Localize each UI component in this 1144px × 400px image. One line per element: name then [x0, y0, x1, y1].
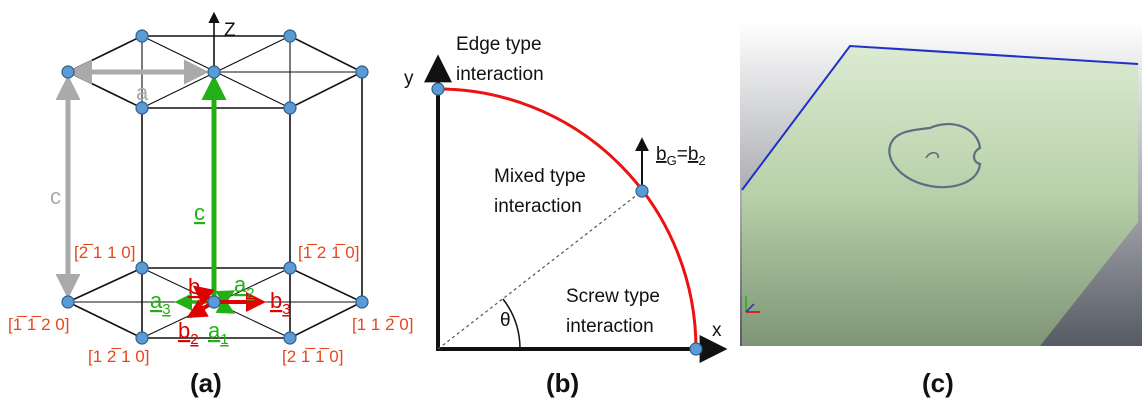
direction-label-upper-right: [1̅ 2 1̅ 0]: [298, 243, 359, 262]
direction-label-upper-left: [2̅ 1 1 0]: [74, 243, 135, 262]
vector-b2-label: b2: [178, 318, 199, 348]
vector-c-label: c: [194, 200, 205, 225]
atom-node: [135, 101, 149, 115]
vector-b1-label: b1: [188, 274, 209, 304]
atom-node: [207, 295, 221, 309]
screw-type-label-line1: Screw type: [566, 286, 660, 307]
edge-type-label-line2: interaction: [456, 64, 544, 85]
mixed-type-node: [635, 184, 649, 198]
edge-type-label-line1: Edge type: [456, 34, 542, 55]
atom-node: [135, 29, 149, 43]
panel-b-interaction: y x θ bG=b2 Edge type interaction Mixed …: [404, 34, 728, 398]
panel-a-caption: (a): [190, 368, 222, 398]
atom-nodes: [61, 29, 369, 345]
interaction-arc: [437, 87, 698, 350]
atom-node: [283, 29, 297, 43]
panel-c-simulation-render: (c): [740, 22, 1142, 398]
mixed-type-label-line1: Mixed type: [494, 166, 586, 187]
mixed-type-label-line2: interaction: [494, 196, 582, 217]
atom-node: [61, 295, 75, 309]
vector-a2-label: a2: [234, 272, 255, 302]
theta-label: θ: [500, 310, 511, 331]
inner-loop: [925, 151, 940, 159]
atom-node: [355, 295, 369, 309]
screw-type-node: [689, 342, 703, 356]
panel-c-caption: (c): [922, 368, 954, 398]
x-axis-label: x: [712, 320, 722, 341]
screw-type-label-line2: interaction: [566, 316, 654, 337]
direction-label-right: [1 1 2̅ 0]: [352, 315, 413, 334]
atom-node: [355, 65, 369, 79]
lattice-c-label: c: [50, 184, 61, 209]
direction-label-left: [1̅ 1̅ 2 0]: [8, 315, 69, 334]
vector-b3-label: b3: [270, 288, 291, 318]
panel-b-caption: (b): [546, 368, 579, 398]
vector-a1-label: a1: [208, 318, 229, 348]
atom-node: [61, 65, 75, 79]
radius-dashed-line: [437, 190, 643, 350]
atom-node: [135, 261, 149, 275]
atom-node: [283, 101, 297, 115]
slab-edge: [741, 44, 1139, 191]
lattice-a-label: a: [136, 80, 149, 105]
y-axis-label: y: [404, 68, 414, 89]
bg-label: bG=b2: [656, 144, 706, 168]
direction-label-bottom-right: [2 1̅ 1̅ 0]: [282, 347, 343, 366]
dislocation-loop: [888, 123, 982, 189]
atom-node: [207, 65, 221, 79]
z-axis-label: Z: [224, 20, 236, 41]
edge-type-node: [431, 82, 445, 96]
panel-a-hcp-cell: Z a c c b1 a2 a3 b3 b2 a1 [2̅ 1 1 0] [1̅…: [8, 11, 413, 398]
atom-node: [283, 261, 297, 275]
atom-node: [135, 331, 149, 345]
theta-arc: [502, 298, 521, 350]
atom-node: [283, 331, 297, 345]
axis-triad-icon: [745, 296, 760, 313]
vector-a3-label: a3: [150, 288, 171, 318]
slab-surface: [742, 46, 1138, 346]
direction-label-bottom-left: [1 2̅ 1 0]: [88, 347, 149, 366]
